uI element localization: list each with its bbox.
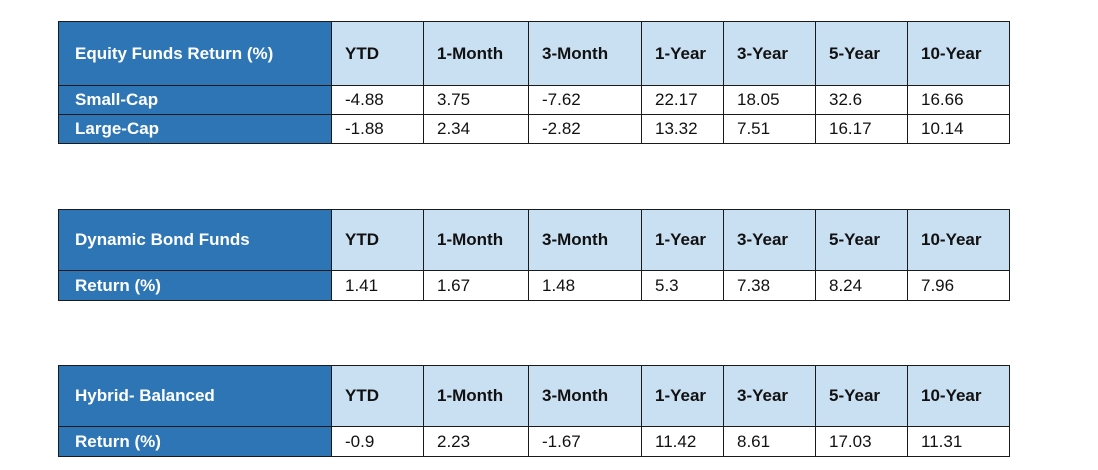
table-cell: 8.61	[723, 426, 816, 457]
table-cell: 3.75	[423, 85, 529, 115]
table-row: Return (%) -0.9 2.23 -1.67 11.42 8.61 17…	[58, 426, 1010, 457]
table-cell: -1.67	[528, 426, 642, 457]
column-header-ytd: YTD	[331, 21, 424, 86]
column-header-5-year: 5-Year	[815, 21, 908, 86]
table-cell: 22.17	[641, 85, 724, 115]
row-label: Return (%)	[58, 426, 332, 457]
table-cell: 16.66	[907, 85, 1010, 115]
table-title: Hybrid- Balanced	[58, 365, 332, 427]
hybrid-balanced-table: Hybrid- Balanced YTD 1-Month 3-Month 1-Y…	[58, 365, 1010, 457]
table-header-row: Equity Funds Return (%) YTD 1-Month 3-Mo…	[58, 21, 1010, 86]
row-label: Small-Cap	[58, 85, 332, 115]
column-header-ytd: YTD	[331, 209, 424, 271]
table-cell: 8.24	[815, 270, 908, 301]
table-cell: -7.62	[528, 85, 642, 115]
column-header-3-year: 3-Year	[723, 365, 816, 427]
table-header-row: Hybrid- Balanced YTD 1-Month 3-Month 1-Y…	[58, 365, 1010, 427]
column-header-1-month: 1-Month	[423, 209, 529, 271]
column-header-1-month: 1-Month	[423, 21, 529, 86]
column-header-10-year: 10-Year	[907, 21, 1010, 86]
column-header-10-year: 10-Year	[907, 365, 1010, 427]
table-row: Large-Cap -1.88 2.34 -2.82 13.32 7.51 16…	[58, 114, 1010, 144]
table-cell: 1.67	[423, 270, 529, 301]
column-header-5-year: 5-Year	[815, 365, 908, 427]
equity-funds-table: Equity Funds Return (%) YTD 1-Month 3-Mo…	[58, 21, 1010, 144]
table-row: Return (%) 1.41 1.67 1.48 5.3 7.38 8.24 …	[58, 270, 1010, 301]
row-label: Large-Cap	[58, 114, 332, 144]
table-cell: 17.03	[815, 426, 908, 457]
column-header-5-year: 5-Year	[815, 209, 908, 271]
table-cell: -0.9	[331, 426, 424, 457]
table-cell: 16.17	[815, 114, 908, 144]
table-header-row: Dynamic Bond Funds YTD 1-Month 3-Month 1…	[58, 209, 1010, 271]
column-header-1-year: 1-Year	[641, 21, 724, 86]
table-row: Small-Cap -4.88 3.75 -7.62 22.17 18.05 3…	[58, 85, 1010, 115]
table-cell: 32.6	[815, 85, 908, 115]
table-cell: 11.31	[907, 426, 1010, 457]
column-header-ytd: YTD	[331, 365, 424, 427]
table-title: Equity Funds Return (%)	[58, 21, 332, 86]
table-cell: 2.23	[423, 426, 529, 457]
table-cell: -2.82	[528, 114, 642, 144]
table-cell: 10.14	[907, 114, 1010, 144]
table-cell: -4.88	[331, 85, 424, 115]
dynamic-bond-funds-table: Dynamic Bond Funds YTD 1-Month 3-Month 1…	[58, 209, 1010, 301]
column-header-3-year: 3-Year	[723, 21, 816, 86]
table-title: Dynamic Bond Funds	[58, 209, 332, 271]
table-cell: 7.51	[723, 114, 816, 144]
row-label: Return (%)	[58, 270, 332, 301]
column-header-1-month: 1-Month	[423, 365, 529, 427]
column-header-3-month: 3-Month	[528, 209, 642, 271]
table-cell: 1.48	[528, 270, 642, 301]
column-header-1-year: 1-Year	[641, 209, 724, 271]
table-cell: 7.96	[907, 270, 1010, 301]
table-cell: 2.34	[423, 114, 529, 144]
table-cell: 18.05	[723, 85, 816, 115]
column-header-3-month: 3-Month	[528, 21, 642, 86]
table-cell: 13.32	[641, 114, 724, 144]
table-cell: 1.41	[331, 270, 424, 301]
column-header-10-year: 10-Year	[907, 209, 1010, 271]
column-header-3-year: 3-Year	[723, 209, 816, 271]
table-cell: 5.3	[641, 270, 724, 301]
table-cell: 7.38	[723, 270, 816, 301]
column-header-1-year: 1-Year	[641, 365, 724, 427]
table-cell: -1.88	[331, 114, 424, 144]
table-cell: 11.42	[641, 426, 724, 457]
column-header-3-month: 3-Month	[528, 365, 642, 427]
